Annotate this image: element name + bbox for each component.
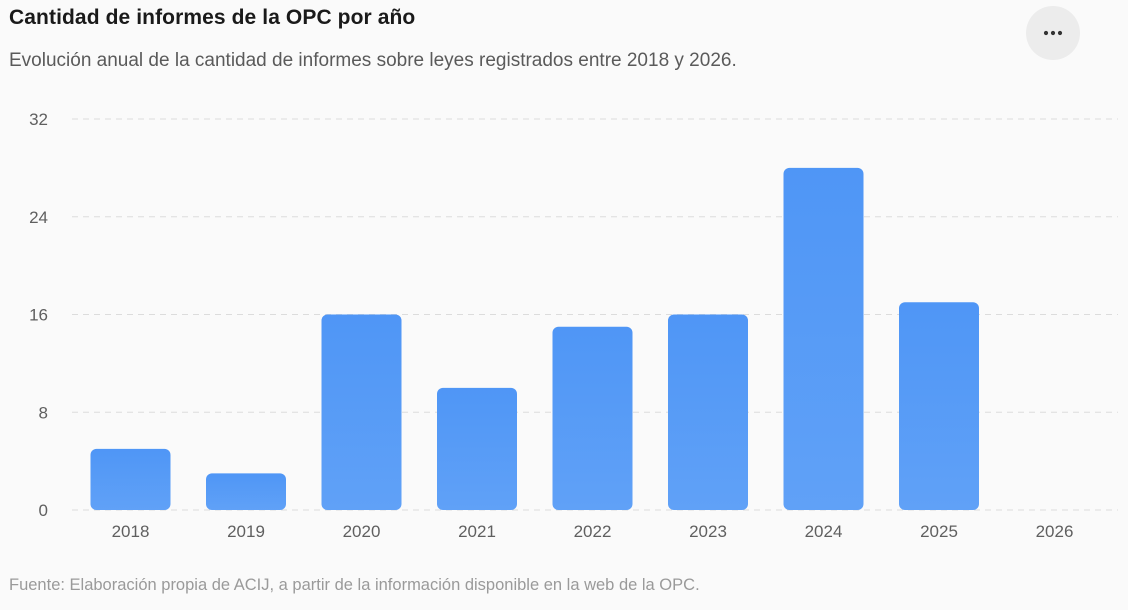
x-tick-label-2019: 2019: [227, 522, 265, 541]
x-tick-label-2022: 2022: [574, 522, 612, 541]
x-tick-label-2023: 2023: [689, 522, 727, 541]
bar-2022[interactable]: [552, 326, 633, 510]
x-tick-label-2018: 2018: [112, 522, 150, 541]
chart-title: Cantidad de informes de la OPC por año: [9, 6, 416, 29]
bar-chart: 0 8 16 24 32 2018 2019 2020 2021 2022 2023 2024 202…: [29, 110, 1118, 541]
y-tick-label: 32: [29, 110, 48, 129]
y-tick-label: 8: [39, 403, 48, 422]
x-tick-label-2021: 2021: [458, 522, 496, 541]
more-options-button[interactable]: [1026, 6, 1080, 60]
x-tick-label-2026: 2026: [1036, 522, 1074, 541]
bar-2021[interactable]: [437, 387, 517, 510]
y-axis: 0 8 16 24 32: [29, 110, 48, 520]
bars: [90, 167, 979, 511]
more-horizontal-icon: [1043, 30, 1063, 36]
y-tick-label: 16: [29, 306, 48, 325]
bar-2024[interactable]: [783, 167, 864, 510]
bar-2018[interactable]: [90, 448, 171, 510]
x-tick-label-2024: 2024: [805, 522, 843, 541]
bar-2019[interactable]: [206, 473, 286, 510]
bar-2023[interactable]: [668, 314, 748, 511]
bar-2025[interactable]: [899, 302, 979, 510]
source-note: Fuente: Elaboración propia de ACIJ, a pa…: [9, 576, 700, 594]
x-axis: 2018 2019 2020 2021 2022 2023 2024 2025 2026: [112, 522, 1074, 541]
chart-subtitle: Evolución anual de la cantidad de inform…: [9, 50, 737, 71]
y-tick-label: 0: [39, 501, 48, 520]
x-tick-label-2020: 2020: [343, 522, 381, 541]
bar-2020[interactable]: [321, 314, 402, 511]
y-tick-label: 24: [29, 208, 48, 227]
x-tick-label-2025: 2025: [920, 522, 958, 541]
